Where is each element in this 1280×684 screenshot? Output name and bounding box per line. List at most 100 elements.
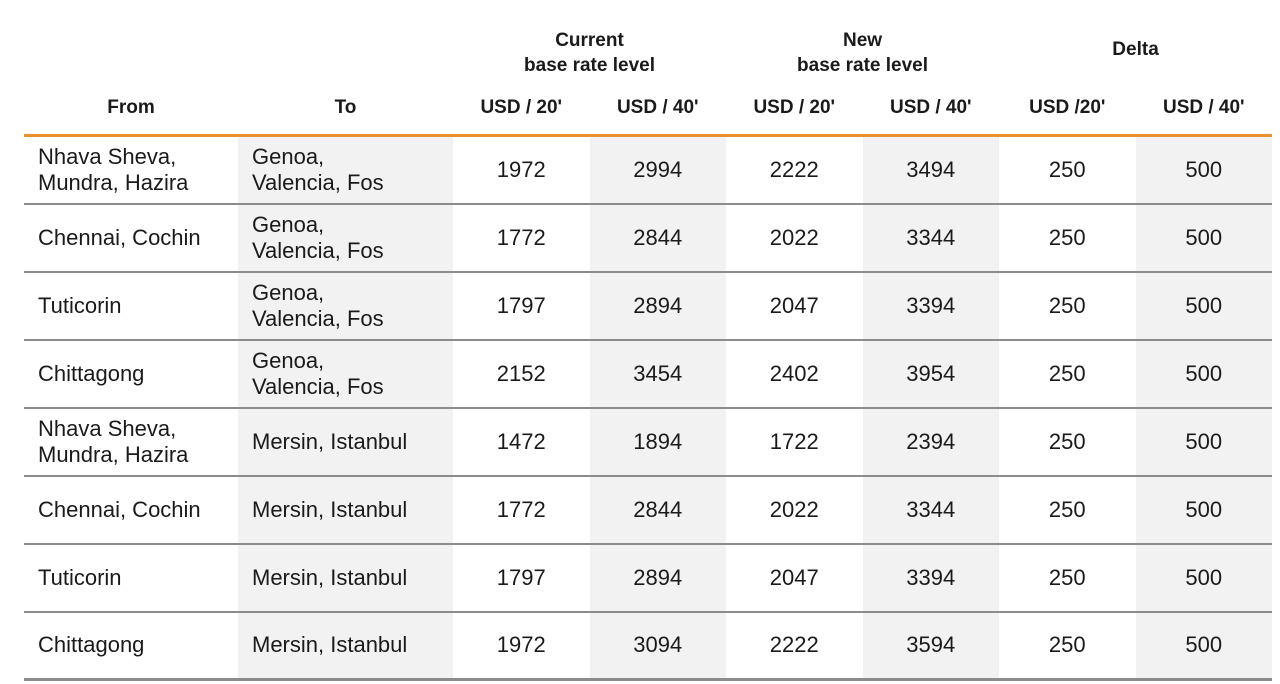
to-cell-line: Mersin, Istanbul <box>252 496 408 522</box>
delta-20-cell: 250 <box>999 271 1136 341</box>
current-20-cell: 1797 <box>453 543 590 613</box>
header-columns-row: From To USD / 20' USD / 40' USD / 20' US… <box>24 80 1272 136</box>
new-20-cell: 2047 <box>726 271 863 341</box>
current-20-cell: 1472 <box>453 407 590 477</box>
delta-20-cell: 250 <box>999 203 1136 273</box>
current-40-cell: 2994 <box>589 134 727 205</box>
delta-40-cell: 500 <box>1135 611 1273 681</box>
from-cell-line: Chennai, Cochin <box>38 496 201 522</box>
new-20-cell: 1722 <box>726 407 863 477</box>
from-cell: Tuticorin <box>24 271 238 341</box>
table-header: Current base rate level New base rate le… <box>24 10 1272 136</box>
new-40-cell: 2394 <box>862 407 1000 477</box>
new-40-cell: 3494 <box>862 134 1000 205</box>
current-40-cell: 2894 <box>589 543 727 613</box>
header-group-current: Current base rate level <box>453 10 726 80</box>
from-cell: Chittagong <box>24 611 238 681</box>
from-cell-line: Mundra, Hazira <box>38 441 189 467</box>
to-cell: Genoa, Valencia, Fos <box>238 134 453 205</box>
delta-20-cell: 250 <box>999 407 1136 477</box>
new-20-cell: 2047 <box>726 543 863 613</box>
delta-20-cell: 250 <box>999 611 1136 681</box>
to-cell: Genoa, Valencia, Fos <box>238 271 453 341</box>
new-20-cell: 2022 <box>726 203 863 273</box>
to-cell: Mersin, Istanbul <box>238 543 453 613</box>
new-20-cell: 2402 <box>726 339 863 409</box>
from-cell-line: Mundra, Hazira <box>38 169 189 195</box>
from-cell-line: Nhava Sheva, <box>38 415 177 441</box>
new-20-cell: 2222 <box>726 611 863 681</box>
to-cell-line: Genoa, <box>252 143 325 169</box>
header-delta-40: USD / 40' <box>1162 96 1245 118</box>
from-cell-line: Chittagong <box>38 632 145 658</box>
to-cell: Mersin, Istanbul <box>238 475 453 545</box>
current-20-cell: 1797 <box>453 271 590 341</box>
table-row: Chittagong Mersin, Istanbul 1972 3094 2222 35… <box>24 611 1273 681</box>
delta-20-cell: 250 <box>999 475 1136 545</box>
from-cell-line: Nhava Sheva, <box>38 143 177 169</box>
table-body: Nhava Sheva, Mundra, Hazira Genoa, Valencia… <box>24 134 1273 681</box>
new-40-cell: 3594 <box>862 611 1000 681</box>
delta-40-cell: 500 <box>1135 407 1273 477</box>
new-20-cell: 2222 <box>726 134 863 205</box>
header-to: To <box>334 96 357 118</box>
header-spacer <box>24 10 238 80</box>
to-cell: Genoa, Valencia, Fos <box>238 339 453 409</box>
to-cell: Mersin, Istanbul <box>238 611 453 681</box>
current-40-cell: 2844 <box>589 475 727 545</box>
current-40-cell: 1894 <box>589 407 727 477</box>
current-40-cell: 3094 <box>589 611 727 681</box>
header-new-20: USD / 20' <box>753 96 836 118</box>
to-cell-line: Mersin, Istanbul <box>252 564 408 590</box>
delta-40-cell: 500 <box>1135 339 1273 409</box>
from-cell-line: Chittagong <box>38 360 145 386</box>
current-20-cell: 1972 <box>453 134 590 205</box>
header-from: From <box>107 96 155 118</box>
new-40-cell: 3344 <box>862 475 1000 545</box>
delta-40-cell: 500 <box>1135 134 1273 205</box>
delta-40-cell: 500 <box>1135 543 1273 613</box>
from-cell: Nhava Sheva, Mundra, Hazira <box>24 134 238 205</box>
table-row: Tuticorin Genoa, Valencia, Fos 1797 2894 2047… <box>24 271 1273 341</box>
current-40-cell: 2894 <box>589 271 727 341</box>
header-delta-20: USD /20' <box>1029 96 1106 118</box>
to-cell-line: Mersin, Istanbul <box>252 428 408 454</box>
delta-20-cell: 250 <box>999 339 1136 409</box>
new-20-cell: 2022 <box>726 475 863 545</box>
to-cell: Mersin, Istanbul <box>238 407 453 477</box>
header-group-new: New base rate level <box>726 10 999 80</box>
table-row: Nhava Sheva, Mundra, Hazira Mersin, Istanb… <box>24 407 1273 477</box>
delta-40-cell: 500 <box>1135 203 1273 273</box>
to-cell-line: Genoa, <box>252 279 325 305</box>
to-cell-line: Valencia, Fos <box>252 305 384 331</box>
to-cell: Genoa, Valencia, Fos <box>238 203 453 273</box>
to-cell-line: Mersin, Istanbul <box>252 632 408 658</box>
current-20-cell: 1772 <box>453 475 590 545</box>
new-40-cell: 3344 <box>862 203 1000 273</box>
new-40-cell: 3394 <box>862 271 1000 341</box>
table-row: Chennai, Cochin Genoa, Valencia, Fos 1772 28… <box>24 203 1273 273</box>
delta-20-cell: 250 <box>999 543 1136 613</box>
header-group-current-line1: Current <box>555 30 624 51</box>
current-40-cell: 2844 <box>589 203 727 273</box>
from-cell-line: Chennai, Cochin <box>38 224 201 250</box>
current-20-cell: 1972 <box>453 611 590 681</box>
to-cell-line: Genoa, <box>252 211 325 237</box>
header-group-row: Current base rate level New base rate le… <box>24 10 1272 80</box>
from-cell: Nhava Sheva, Mundra, Hazira <box>24 407 238 477</box>
current-40-cell: 3454 <box>589 339 727 409</box>
from-cell: Chennai, Cochin <box>24 203 238 273</box>
table-row: Chennai, Cochin Mersin, Istanbul 1772 2844 2… <box>24 475 1273 545</box>
from-cell: Tuticorin <box>24 543 238 613</box>
header-group-new-line1: New <box>842 30 883 51</box>
from-cell-line: Tuticorin <box>38 564 122 590</box>
table-row: Chittagong Genoa, Valencia, Fos 2152 3454 240… <box>24 339 1273 409</box>
header-group-new-line2: base rate level <box>797 55 929 76</box>
header-current-20: USD / 20' <box>480 96 563 118</box>
new-40-cell: 3394 <box>862 543 1000 613</box>
to-cell-line: Valencia, Fos <box>252 169 384 195</box>
to-cell-line: Genoa, <box>252 347 325 373</box>
current-20-cell: 1772 <box>453 203 590 273</box>
header-group-current-line2: base rate level <box>524 55 655 76</box>
to-cell-line: Valencia, Fos <box>252 373 384 399</box>
